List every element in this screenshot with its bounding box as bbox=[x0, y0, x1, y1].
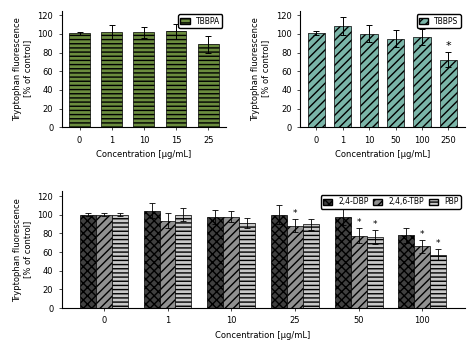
Bar bbox=[399, 235, 414, 308]
Bar bbox=[287, 226, 303, 308]
Bar bbox=[165, 31, 186, 127]
Bar bbox=[440, 60, 457, 127]
Bar bbox=[414, 246, 430, 308]
Bar bbox=[430, 255, 446, 308]
Bar bbox=[334, 26, 351, 127]
Text: *: * bbox=[436, 239, 440, 248]
Text: *: * bbox=[420, 230, 425, 239]
Text: *: * bbox=[372, 220, 377, 229]
Text: *: * bbox=[292, 209, 297, 218]
Text: *: * bbox=[446, 41, 451, 51]
X-axis label: Concentration [µg/mL]: Concentration [µg/mL] bbox=[96, 150, 191, 159]
Bar bbox=[239, 223, 255, 308]
Bar bbox=[308, 33, 325, 127]
Bar bbox=[360, 34, 378, 127]
Bar bbox=[96, 215, 112, 308]
Bar bbox=[144, 211, 160, 308]
X-axis label: Concentration [µg/mL]: Concentration [µg/mL] bbox=[335, 150, 430, 159]
Y-axis label: Tryptophan fluorescence
[% of control]: Tryptophan fluorescence [% of control] bbox=[251, 17, 271, 121]
Bar bbox=[112, 215, 128, 308]
Bar bbox=[69, 33, 90, 127]
X-axis label: Concentration [µg/mL]: Concentration [µg/mL] bbox=[216, 331, 310, 340]
Bar bbox=[335, 217, 351, 308]
Bar bbox=[80, 215, 96, 308]
Bar bbox=[366, 237, 383, 308]
Bar bbox=[413, 37, 430, 127]
Legend: 2,4-DBP, 2,4,6-TBP, PBP: 2,4-DBP, 2,4,6-TBP, PBP bbox=[321, 195, 461, 209]
Bar bbox=[223, 217, 239, 308]
Text: *: * bbox=[356, 218, 361, 227]
Bar bbox=[271, 215, 287, 308]
Bar bbox=[101, 32, 122, 127]
Bar bbox=[160, 221, 175, 308]
Bar bbox=[387, 38, 404, 127]
Bar bbox=[351, 236, 366, 308]
Bar bbox=[207, 217, 223, 308]
Text: *: * bbox=[205, 24, 211, 34]
Bar bbox=[175, 215, 191, 308]
Y-axis label: Tryptophan fluorescence
[% of control]: Tryptophan fluorescence [% of control] bbox=[13, 198, 32, 302]
Bar bbox=[303, 224, 319, 308]
Y-axis label: Tryptophan fluorescence
[% of control]: Tryptophan fluorescence [% of control] bbox=[13, 17, 32, 121]
Bar bbox=[133, 33, 155, 127]
Bar bbox=[198, 44, 219, 127]
Legend: TBBPS: TBBPS bbox=[417, 14, 461, 28]
Legend: TBBPA: TBBPA bbox=[178, 14, 222, 28]
